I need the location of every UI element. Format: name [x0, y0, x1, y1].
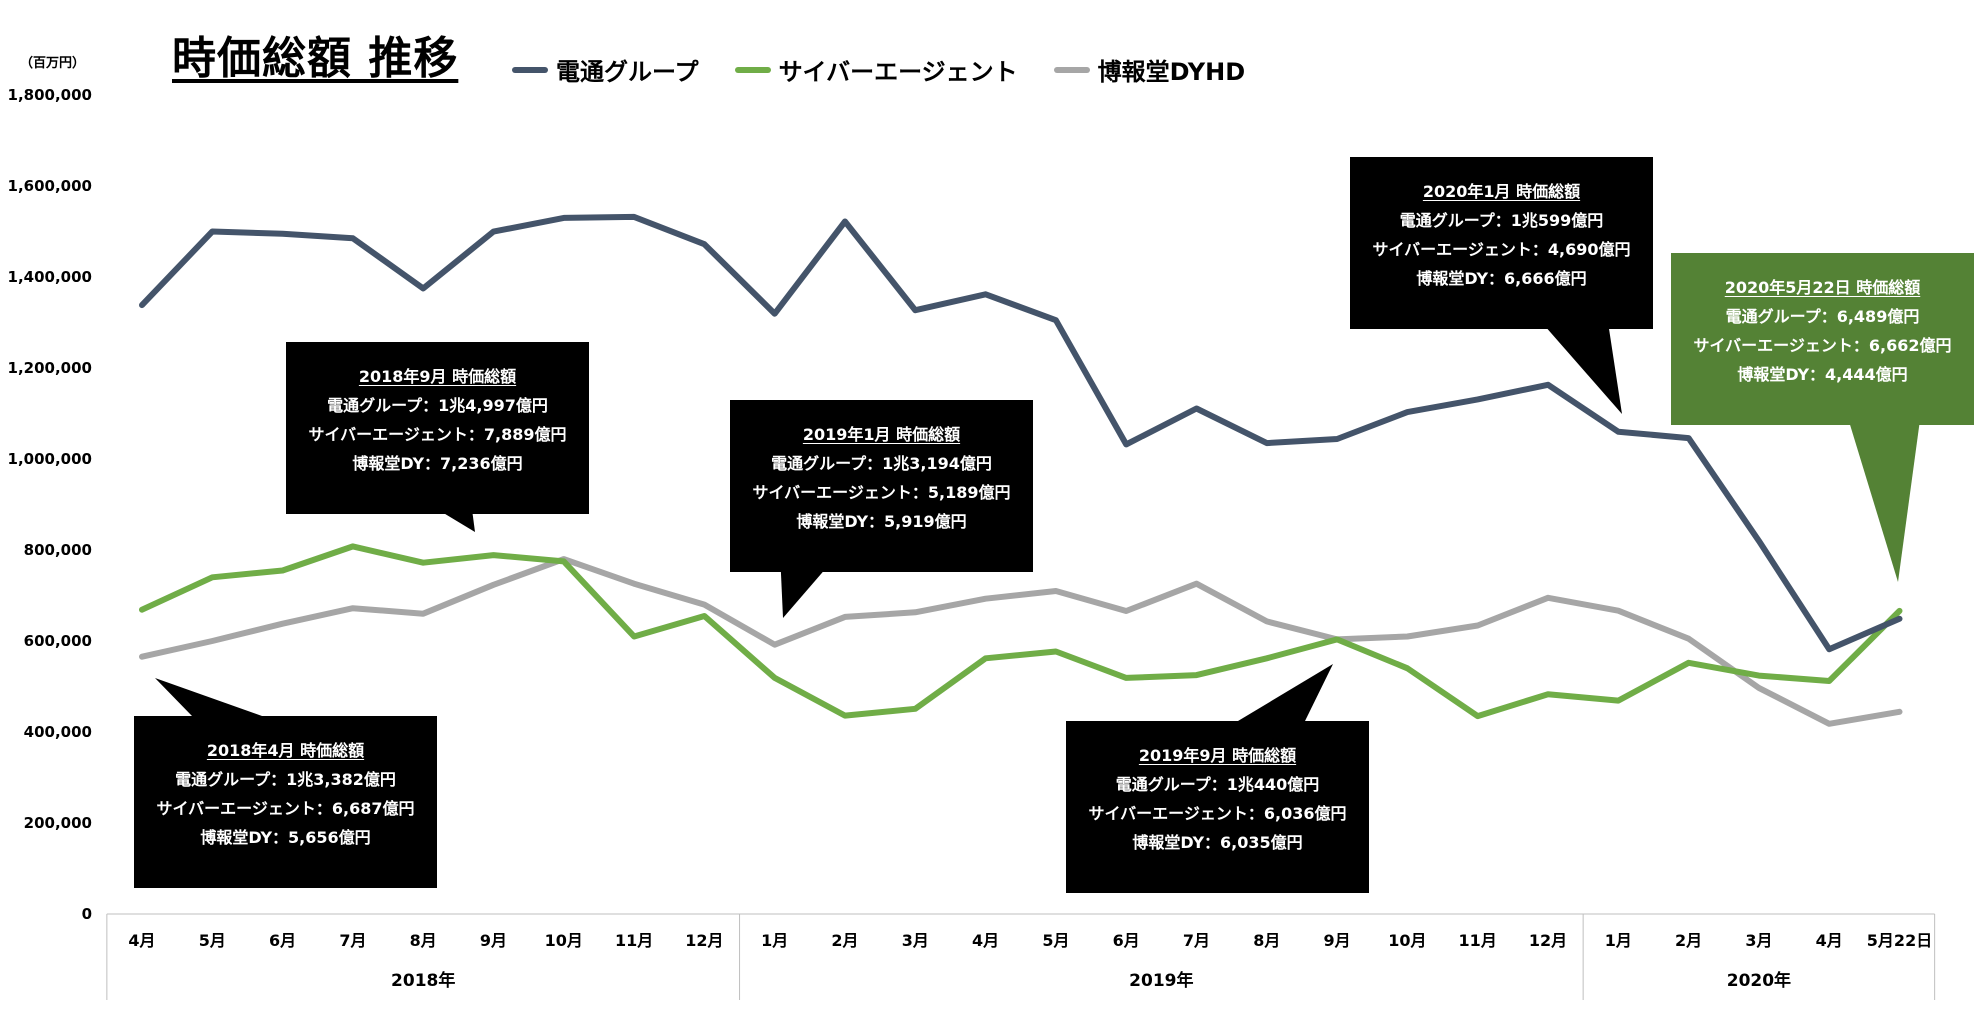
x-tick-label: 10月: [1388, 931, 1426, 950]
series-layer: [139, 213, 1903, 727]
callout-2020-05-22: 2020年5月22日 時価総額 電通グループ：6,489億円 サイバーエージェン…: [1671, 253, 1974, 425]
x-tick-label: 4月: [972, 931, 999, 950]
callout-line: サイバーエージェント：4,690億円: [1372, 240, 1631, 259]
x-tick-label: 7月: [1183, 931, 1210, 950]
callout-title: 2019年1月 時価総額: [802, 425, 961, 444]
callout-2019-09: 2019年9月 時価総額 電通グループ：1兆440億円 サイバーエージェント：6…: [1066, 721, 1369, 893]
callout-line: 電通グループ：1兆4,997億円: [327, 396, 548, 415]
callout-line: サイバーエージェント：6,036億円: [1088, 804, 1347, 823]
y-tick-label: 1,000,000: [8, 450, 92, 468]
x-tick-label: 5月: [1042, 931, 1069, 950]
callout-line: 博報堂DY：6,666億円: [1416, 269, 1587, 288]
x-tick-label: 8月: [410, 931, 437, 950]
x-tick-label: 11月: [615, 931, 653, 950]
x-tick-label: 1月: [761, 931, 788, 950]
callout-title: 2018年4月 時価総額: [206, 741, 365, 760]
x-tick-label: 8月: [1253, 931, 1280, 950]
callout-line: サイバーエージェント：7,889億円: [308, 425, 567, 444]
y-tick-label: 1,600,000: [8, 177, 92, 195]
callout-title: 2018年9月 時価総額: [358, 367, 517, 386]
y-tick-label: 400,000: [24, 723, 92, 741]
x-tick-label: 9月: [1324, 931, 1351, 950]
callout-pointer-2020-05-22: [1844, 405, 1922, 582]
callout-pointer-2018-04: [155, 678, 262, 716]
callout-pointer-2019-09: [1238, 664, 1333, 721]
callout-line: サイバーエージェント：5,189億円: [752, 483, 1011, 502]
x-axis: 4月 5月 6月 7月 8月 9月 10月 11月 12月 1月 2月 3月 4月 5月 6月 7月 8月 9月 1…: [106, 913, 1936, 1000]
callout-line: 電通グループ：6,489億円: [1725, 307, 1920, 326]
callout-line: サイバーエージェント：6,662億円: [1693, 336, 1952, 355]
legend: 電通グループ サイバーエージェント 博報堂DYHD: [512, 52, 1245, 87]
series-line-dentsu: [139, 213, 1903, 653]
callout-line: 電通グループ：1兆3,194億円: [771, 454, 992, 473]
series-line-cyberagent: [139, 543, 1903, 720]
x-tick-label: 2月: [831, 931, 858, 950]
legend-swatch-cyberagent: [734, 66, 771, 73]
legend-item-cyberagent: サイバーエージェント: [734, 52, 1018, 87]
x-tick-label: 12月: [1529, 931, 1567, 950]
callout-pointer-2020-01: [1530, 309, 1622, 414]
y-tick-label: 200,000: [24, 814, 92, 832]
x-tick-label: 6月: [1113, 931, 1140, 950]
legend-label-dentsu: 電通グループ: [556, 58, 699, 86]
y-tick-label: 1,200,000: [8, 359, 92, 377]
x-tick-label: 9月: [480, 931, 507, 950]
callout-line: サイバーエージェント：6,687億円: [156, 799, 415, 818]
x-tick-label: 7月: [339, 931, 366, 950]
x-tick-label: 2月: [1675, 931, 1702, 950]
callout-line: 電通グループ：1兆599億円: [1399, 211, 1604, 230]
year-label: 2018年: [391, 970, 455, 991]
y-unit-label: （百万円）: [20, 56, 86, 71]
y-axis: 0 200,000 400,000 600,000 800,000 1,000,000 1,…: [8, 86, 92, 923]
callout-2020-01: 2020年1月 時価総額 電通グループ：1兆599億円 サイバーエージェント：4…: [1350, 157, 1653, 329]
callout-title: 2020年1月 時価総額: [1422, 182, 1581, 201]
callout-line: 博報堂DY：5,919億円: [796, 512, 967, 531]
callout-line: 博報堂DY：4,444億円: [1737, 365, 1908, 384]
chart-title: 時価総額 推移: [172, 33, 459, 84]
x-tick-label: 10月: [545, 931, 583, 950]
x-tick-label: 12月: [685, 931, 723, 950]
x-tick-label: 3月: [902, 931, 929, 950]
year-label: 2019年: [1129, 970, 1193, 991]
y-tick-label: 1,400,000: [8, 268, 92, 286]
x-tick-label: 6月: [269, 931, 296, 950]
y-tick-label: 600,000: [24, 632, 92, 650]
x-tick-label: 4月: [128, 931, 155, 950]
x-tick-label: 4月: [1816, 931, 1843, 950]
legend-swatch-dentsu: [512, 66, 548, 73]
legend-label-cyberagent: サイバーエージェント: [778, 58, 1018, 86]
callout-2019-01: 2019年1月 時価総額 電通グループ：1兆3,194億円 サイバーエージェント…: [730, 400, 1033, 572]
y-tick-label: 1,800,000: [8, 86, 92, 104]
callout-line: 博報堂DY：6,035億円: [1132, 833, 1303, 852]
callout-line: 博報堂DY：5,656億円: [200, 828, 371, 847]
y-tick-label: 0: [82, 905, 92, 923]
callout-line: 電通グループ：1兆440億円: [1115, 775, 1320, 794]
callout-2018-09: 2018年9月 時価総額 電通グループ：1兆4,997億円 サイバーエージェント…: [286, 342, 589, 514]
x-tick-label: 11月: [1459, 931, 1497, 950]
legend-item-hakuhodo: 博報堂DYHD: [1053, 52, 1246, 87]
x-tick-label: 1月: [1605, 931, 1632, 950]
y-tick-label: 800,000: [24, 541, 92, 559]
x-tick-label: 3月: [1745, 931, 1772, 950]
x-tick-label: 5月22日: [1867, 931, 1932, 950]
legend-item-dentsu: 電通グループ: [512, 52, 699, 87]
series-line-hakuhodo: [139, 556, 1903, 727]
x-tick-label: 5月: [199, 931, 226, 950]
legend-label-hakuhodo: 博報堂DYHD: [1097, 58, 1246, 86]
callout-line: 電通グループ：1兆3,382億円: [175, 770, 396, 789]
callout-title: 2019年9月 時価総額: [1138, 746, 1297, 765]
callout-2018-04: 2018年4月 時価総額 電通グループ：1兆3,382億円 サイバーエージェント…: [134, 716, 437, 888]
callout-line: 博報堂DY：7,236億円: [352, 454, 523, 473]
callout-title: 2020年5月22日 時価総額: [1724, 278, 1921, 297]
year-label: 2020年: [1727, 970, 1791, 991]
legend-swatch-hakuhodo: [1053, 66, 1090, 73]
